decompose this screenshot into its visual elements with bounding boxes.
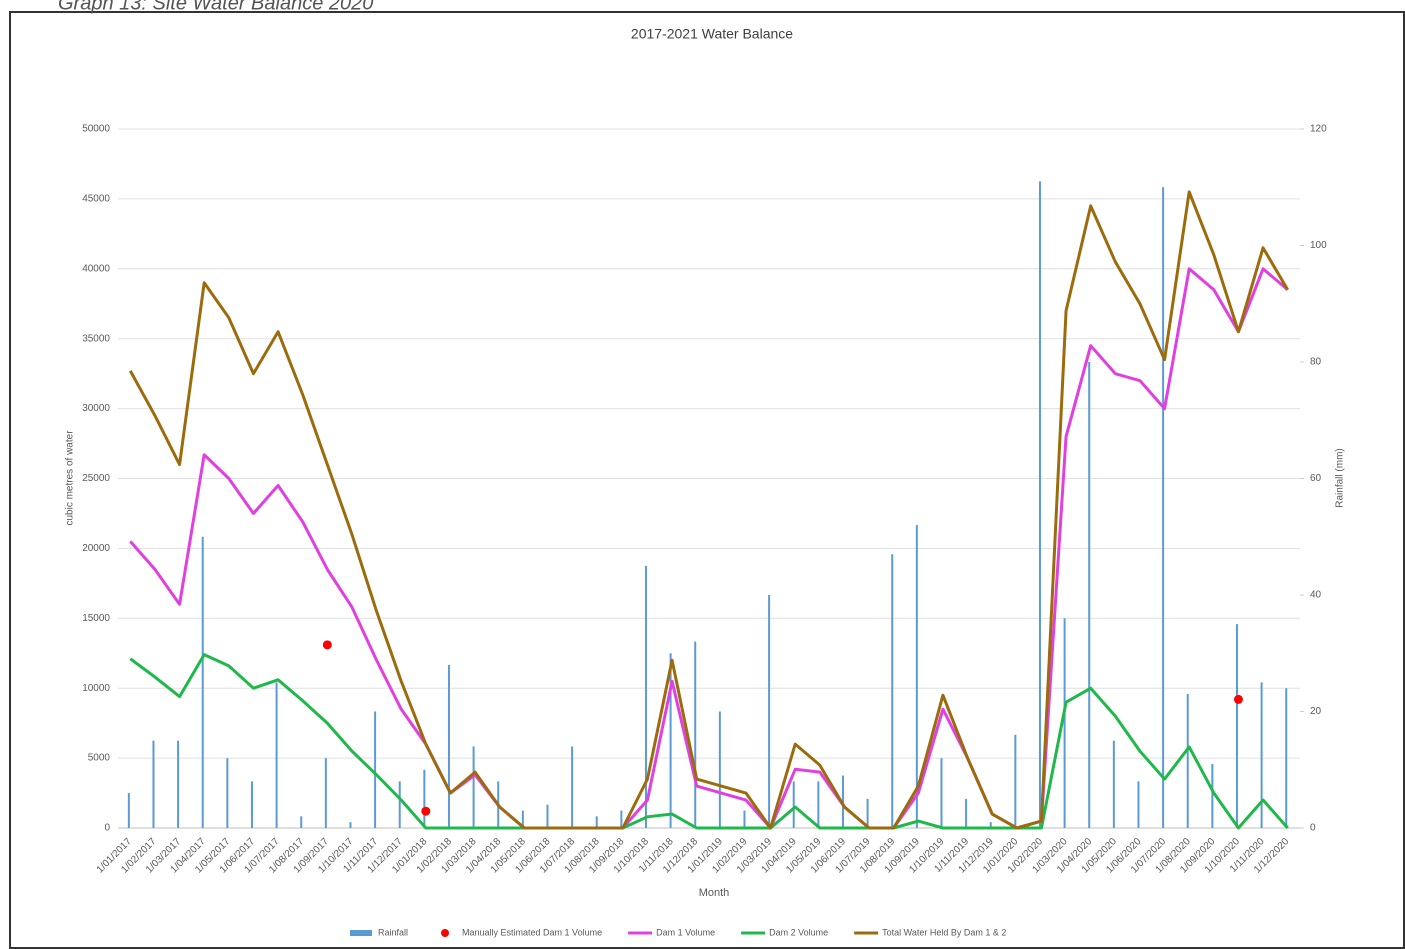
y2-tick-label: 20: [1310, 706, 1322, 717]
y2-tick-label: 40: [1310, 590, 1322, 601]
y2-tick-label: 60: [1310, 473, 1322, 484]
rain-bar: [792, 781, 795, 828]
rain-bar: [620, 810, 623, 828]
rain-bar: [374, 711, 377, 828]
rain-bar: [1112, 740, 1115, 828]
rain-bar: [915, 525, 918, 828]
rain-bar: [472, 746, 475, 828]
rain-bar: [226, 758, 229, 828]
legend-label: Dam 1 Volume: [656, 927, 715, 937]
rain-bar: [989, 822, 992, 828]
rain-bar: [1162, 187, 1165, 828]
rain-bar: [177, 740, 180, 828]
rain-bar: [250, 781, 253, 828]
y-tick-label: 30000: [82, 403, 110, 414]
rain-bar: [669, 653, 672, 828]
y-tick-label: 35000: [82, 333, 110, 344]
rain-bar: [940, 758, 943, 828]
rain-bar: [1014, 734, 1017, 828]
rain-bar: [743, 810, 746, 828]
rain-bar: [571, 746, 574, 828]
rain-bar: [1211, 763, 1214, 828]
rain-bar: [1038, 181, 1041, 829]
rain-bar: [201, 536, 204, 828]
y-tick-label: 20000: [82, 543, 110, 554]
rain-bar: [127, 793, 130, 828]
rain-bar: [275, 682, 278, 828]
legend-label: Rainfall: [378, 927, 408, 937]
y2-axis-label: Rainfall (mm): [1335, 448, 1346, 507]
estimate-dot: [322, 640, 332, 650]
series-line: [129, 653, 1289, 830]
legend-swatch: [350, 930, 372, 936]
series-line: [129, 267, 1289, 830]
rain-bar: [694, 641, 697, 828]
rain-bar: [1285, 688, 1288, 828]
legend-label: Manually Estimated Dam 1 Volume: [462, 927, 602, 937]
rain-bar: [546, 804, 549, 828]
rain-bar: [423, 769, 426, 828]
estimate-dot: [1233, 694, 1243, 704]
rain-bar: [817, 781, 820, 828]
rain-bar: [447, 664, 450, 828]
y-tick-label: 15000: [82, 613, 110, 624]
legend-swatch: [441, 929, 450, 937]
rain-bar: [324, 758, 327, 828]
rain-bar: [349, 822, 352, 828]
rain-bar: [1063, 618, 1066, 828]
rain-bar: [1260, 682, 1263, 828]
y-tick-label: 45000: [82, 194, 110, 205]
y2-tick-label: 120: [1310, 124, 1327, 135]
rain-bar: [965, 798, 968, 828]
y-tick-label: 10000: [82, 683, 110, 694]
rain-bar: [768, 595, 771, 828]
y2-tick-label: 80: [1310, 357, 1322, 368]
rain-bar: [398, 781, 401, 828]
frame: [9, 11, 1405, 949]
rain-bar: [1137, 781, 1140, 828]
legend-label: Total Water Held By Dam 1 & 2: [882, 927, 1006, 937]
y-tick-label: 0: [104, 823, 110, 834]
y2-tick-label: 0: [1310, 823, 1316, 834]
rain-bar: [1088, 362, 1091, 828]
rain-bar: [1186, 694, 1189, 828]
rain-bar: [866, 798, 869, 828]
y-tick-label: 25000: [82, 473, 110, 484]
y-tick-label: 40000: [82, 263, 110, 274]
rain-bar: [152, 740, 155, 828]
y-tick-label: 5000: [88, 753, 111, 764]
rain-bar: [1235, 624, 1238, 828]
estimate-dot: [421, 806, 431, 816]
y-axis-label: cubic metres of water: [65, 430, 76, 526]
y-tick-label: 50000: [82, 124, 110, 135]
rain-bar: [644, 565, 647, 828]
rain-bar: [595, 816, 598, 828]
chart-title: 2017-2021 Water Balance: [631, 26, 793, 42]
legend-label: Dam 2 Volume: [769, 927, 828, 937]
rain-bar: [891, 554, 894, 828]
series-line: [128, 190, 1289, 830]
caption: Graph 13: Site Water Balance 2020: [58, 0, 373, 14]
rain-bar: [300, 816, 303, 828]
x-axis-label: Month: [699, 887, 730, 899]
rain-bar: [521, 810, 524, 828]
rain-bar: [718, 711, 721, 828]
y2-tick-label: 100: [1310, 240, 1327, 251]
